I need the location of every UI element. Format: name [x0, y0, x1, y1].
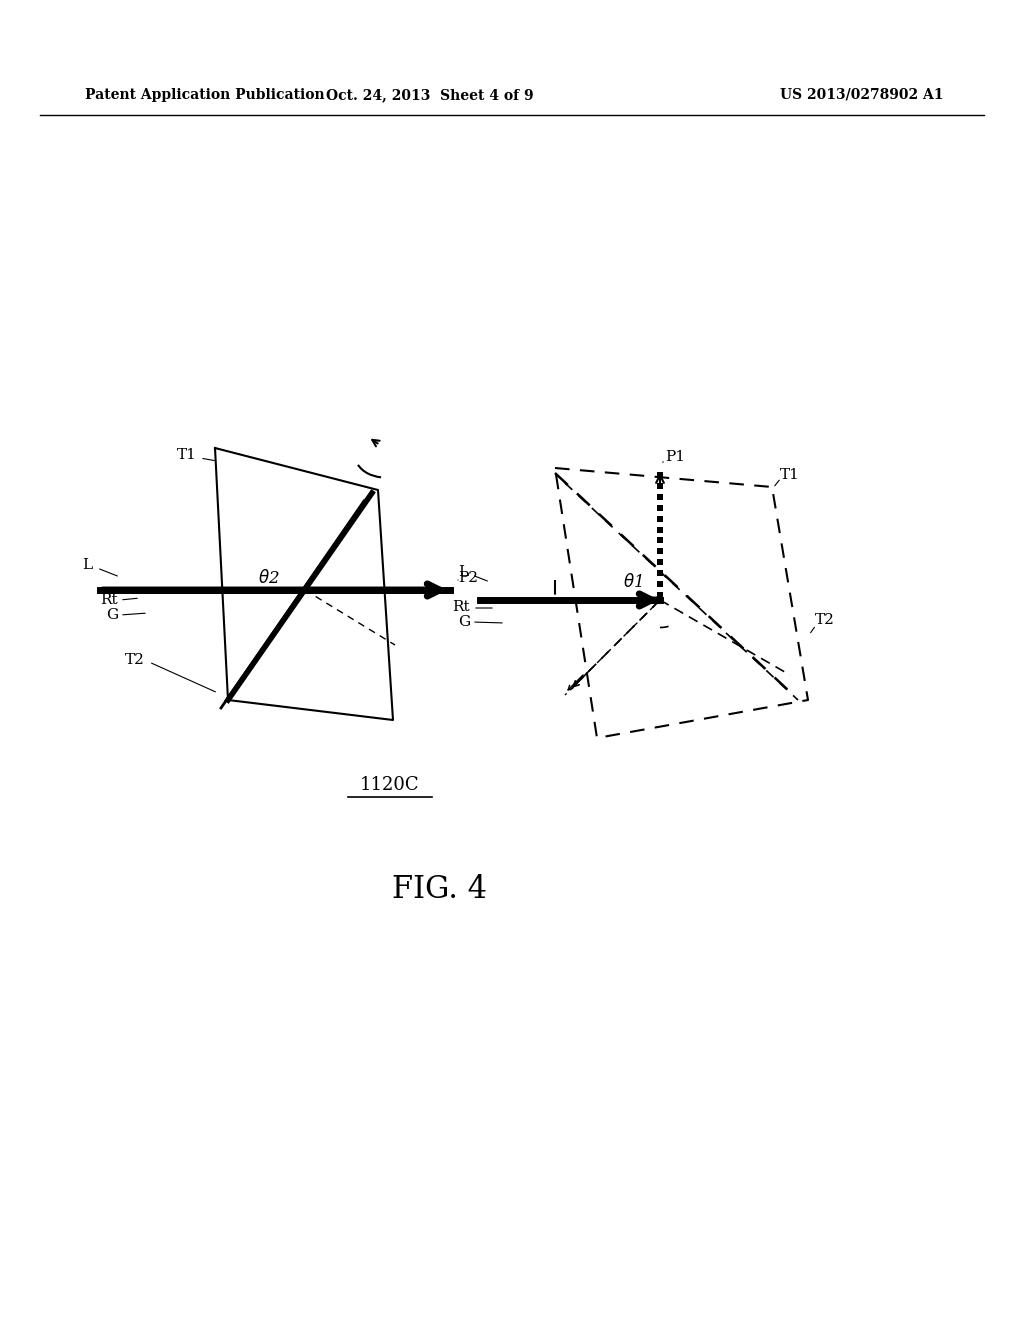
Text: L: L	[82, 558, 92, 572]
Text: T1: T1	[177, 447, 197, 462]
Text: Rt: Rt	[453, 601, 470, 614]
Text: 1120C: 1120C	[360, 776, 420, 795]
Text: $\theta$1: $\theta$1	[623, 573, 642, 591]
Text: G: G	[105, 609, 118, 622]
Text: T2: T2	[815, 612, 835, 627]
Text: P1: P1	[665, 450, 685, 465]
Text: US 2013/0278902 A1: US 2013/0278902 A1	[780, 88, 943, 102]
Text: G: G	[458, 615, 470, 630]
Text: $\theta$2: $\theta$2	[258, 569, 280, 587]
Text: L: L	[458, 565, 468, 579]
Text: T1: T1	[780, 469, 800, 482]
Text: Rt: Rt	[100, 593, 118, 607]
Text: Oct. 24, 2013  Sheet 4 of 9: Oct. 24, 2013 Sheet 4 of 9	[327, 88, 534, 102]
Text: Patent Application Publication: Patent Application Publication	[85, 88, 325, 102]
Text: T2: T2	[125, 653, 145, 667]
Text: FIG. 4: FIG. 4	[392, 874, 487, 906]
Text: P2: P2	[458, 572, 478, 585]
